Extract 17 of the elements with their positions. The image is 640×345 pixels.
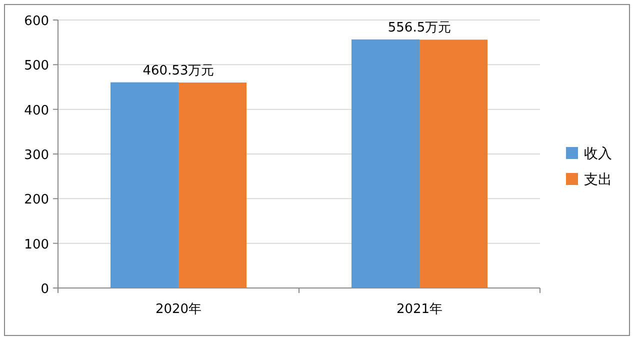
- annotation: 460.53万元: [142, 63, 214, 78]
- y-tick-label: 100: [24, 237, 49, 252]
- bar: [420, 40, 488, 288]
- y-tick-label: 600: [24, 14, 49, 29]
- legend-label: 支出: [584, 172, 612, 188]
- y-tick-label: 400: [24, 103, 49, 118]
- y-tick-label: 200: [24, 192, 49, 208]
- y-tick-label: 500: [24, 58, 49, 74]
- y-tick-label: 0: [40, 282, 49, 297]
- x-tick-label: 2021年: [396, 302, 443, 317]
- annotation: 556.5万元: [388, 20, 452, 36]
- bar: [178, 82, 246, 288]
- bar: [352, 39, 420, 288]
- x-tick-label: 2020年: [155, 302, 202, 317]
- y-tick-label: 300: [24, 148, 49, 163]
- legend-label: 收入: [584, 146, 612, 162]
- bar: [110, 82, 178, 288]
